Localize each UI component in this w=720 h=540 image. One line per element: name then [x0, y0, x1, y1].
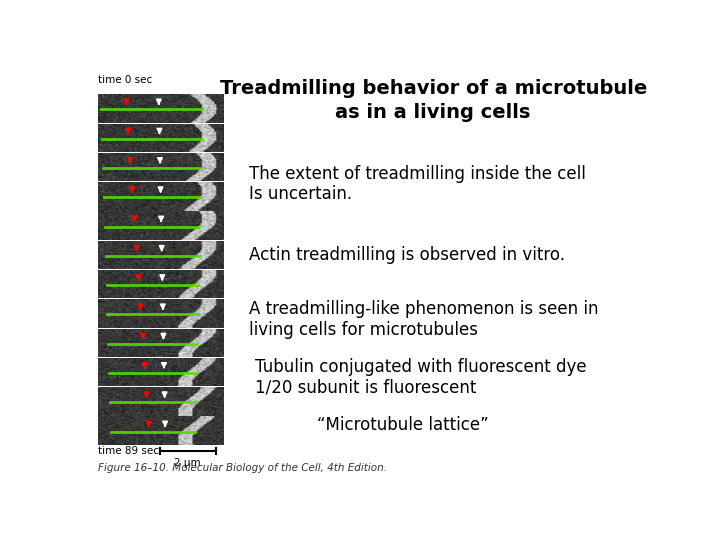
Text: Treadmilling behavior of a microtubule
as in a living cells: Treadmilling behavior of a microtubule a…: [220, 79, 647, 122]
Text: Tubulin conjugated with fluorescent dye
1/20 subunit is fluorescent: Tubulin conjugated with fluorescent dye …: [255, 358, 586, 397]
Text: The extent of treadmilling inside the cell
Is uncertain.: The extent of treadmilling inside the ce…: [249, 165, 586, 204]
Text: A treadmilling-like phenomenon is seen in
living cells for microtubules: A treadmilling-like phenomenon is seen i…: [249, 300, 598, 339]
Text: time 0 sec: time 0 sec: [98, 75, 152, 85]
Text: 2 μm: 2 μm: [174, 458, 201, 468]
Text: “Microtubule lattice”: “Microtubule lattice”: [317, 416, 488, 434]
Text: Actin treadmilling is observed in vitro.: Actin treadmilling is observed in vitro.: [249, 246, 565, 264]
Text: Figure 16–10. Molecular Biology of the Cell, 4th Edition.: Figure 16–10. Molecular Biology of the C…: [98, 463, 387, 473]
Text: time 89 sec: time 89 sec: [98, 446, 159, 456]
